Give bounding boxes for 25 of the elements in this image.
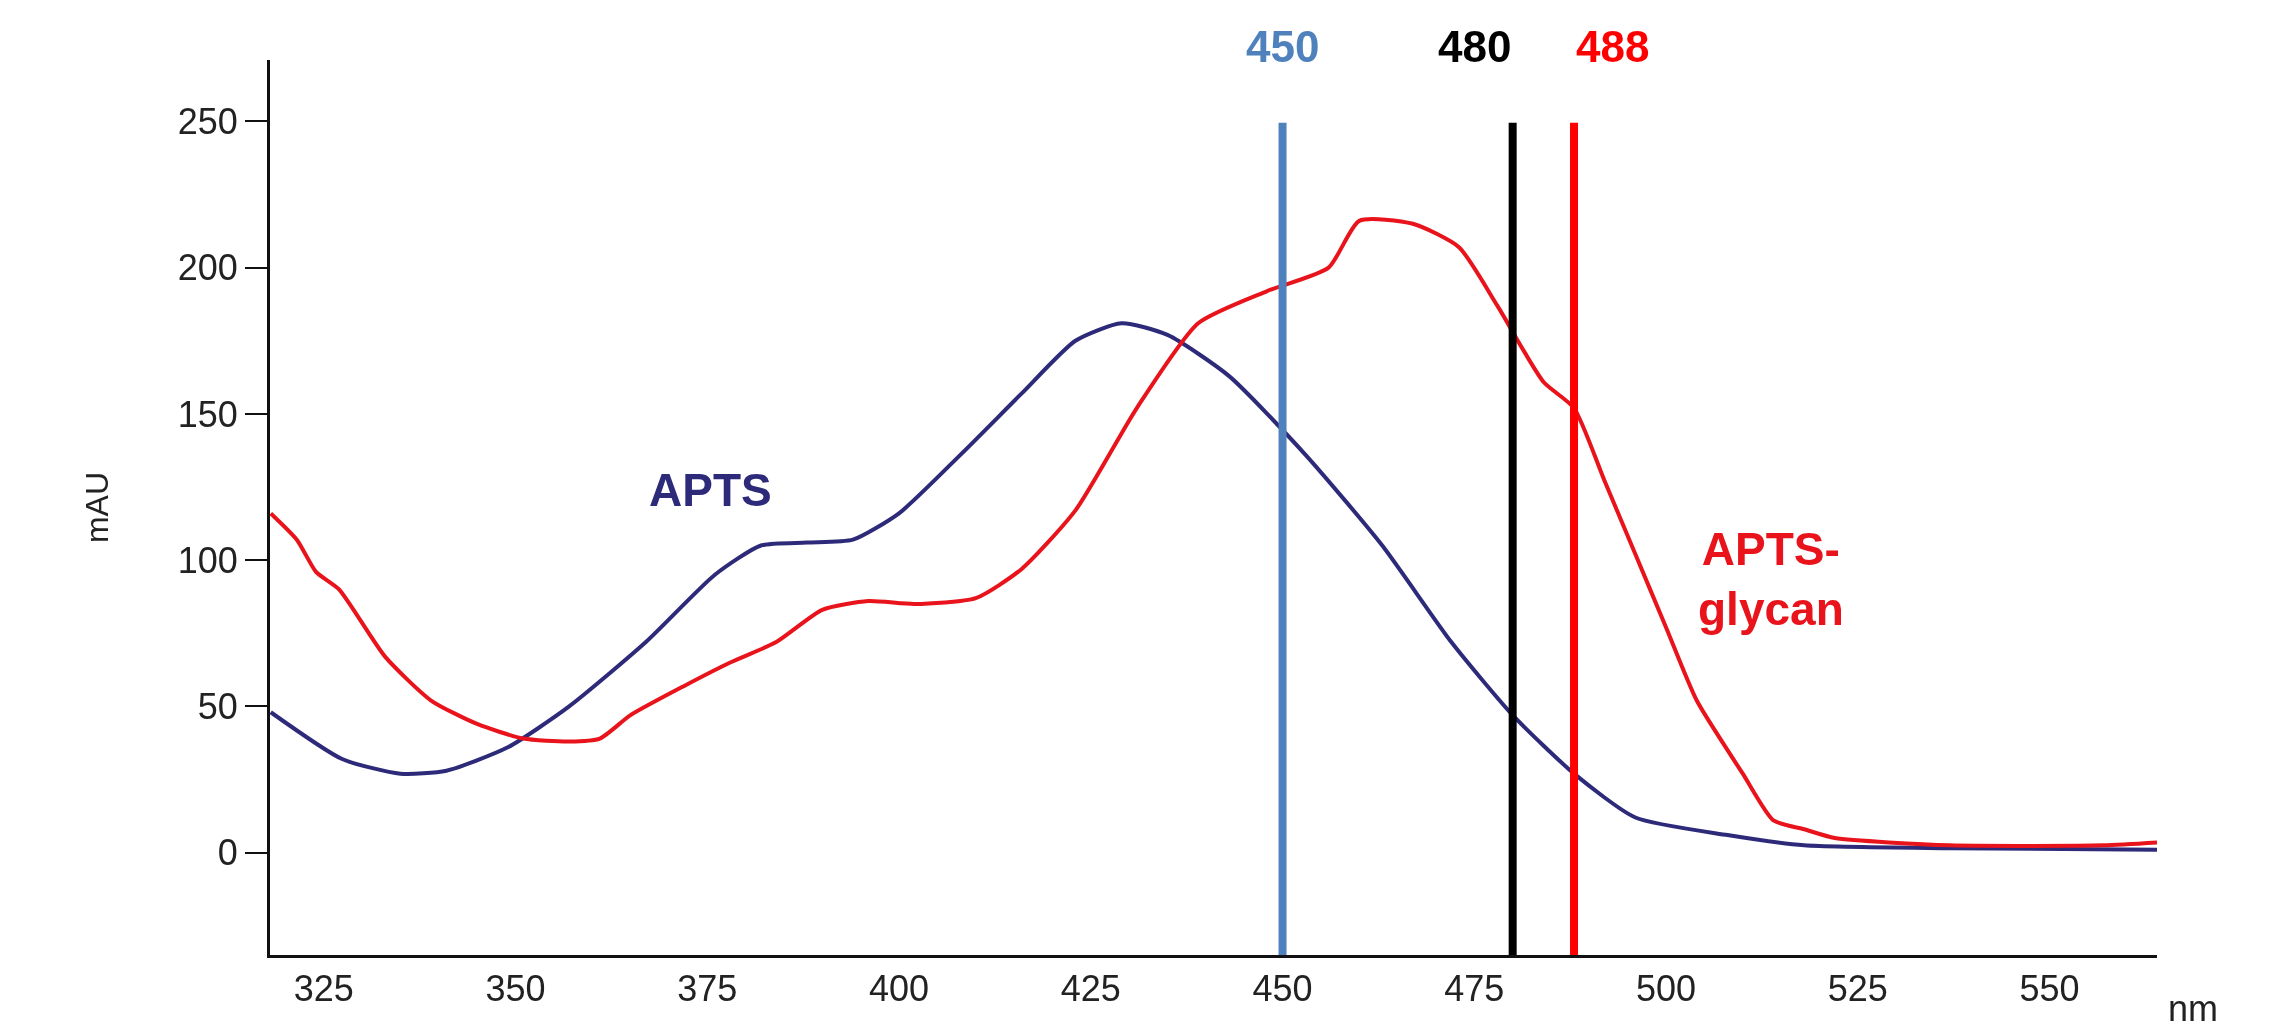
line-series: [270, 217, 2157, 848]
x-tick-label: 425: [1060, 968, 1121, 1010]
series-label: APTS-glycan: [1698, 523, 1844, 635]
ref-line-label: 450: [1246, 22, 1320, 71]
ref-line-label: 480: [1438, 22, 1512, 71]
series-label: APTS: [649, 464, 772, 516]
ref-line-label: 488: [1576, 22, 1650, 71]
x-tick-label: 375: [677, 968, 738, 1010]
x-axis-title: nm: [2168, 988, 2219, 1025]
x-tick-label: 350: [485, 968, 546, 1010]
x-tick-label: 450: [1252, 968, 1313, 1010]
y-tick-label: 200: [177, 247, 238, 289]
x-tick-label: 325: [293, 968, 354, 1010]
y-tick-label: 150: [177, 393, 238, 435]
line-series: [270, 321, 2157, 852]
x-tick-label: 475: [1444, 968, 1505, 1010]
x-tick-label: 550: [2019, 968, 2080, 1010]
x-tick-label: 400: [868, 968, 930, 1010]
x-tick-label: 525: [1827, 968, 1888, 1010]
y-tick-label: 0: [217, 832, 238, 874]
y-tick-label: 250: [177, 101, 238, 143]
y-tick-label: 100: [177, 539, 238, 581]
x-tick-label: 500: [1636, 968, 1697, 1010]
y-axis-title: mAU: [79, 471, 116, 544]
y-tick-label: 50: [197, 685, 238, 727]
